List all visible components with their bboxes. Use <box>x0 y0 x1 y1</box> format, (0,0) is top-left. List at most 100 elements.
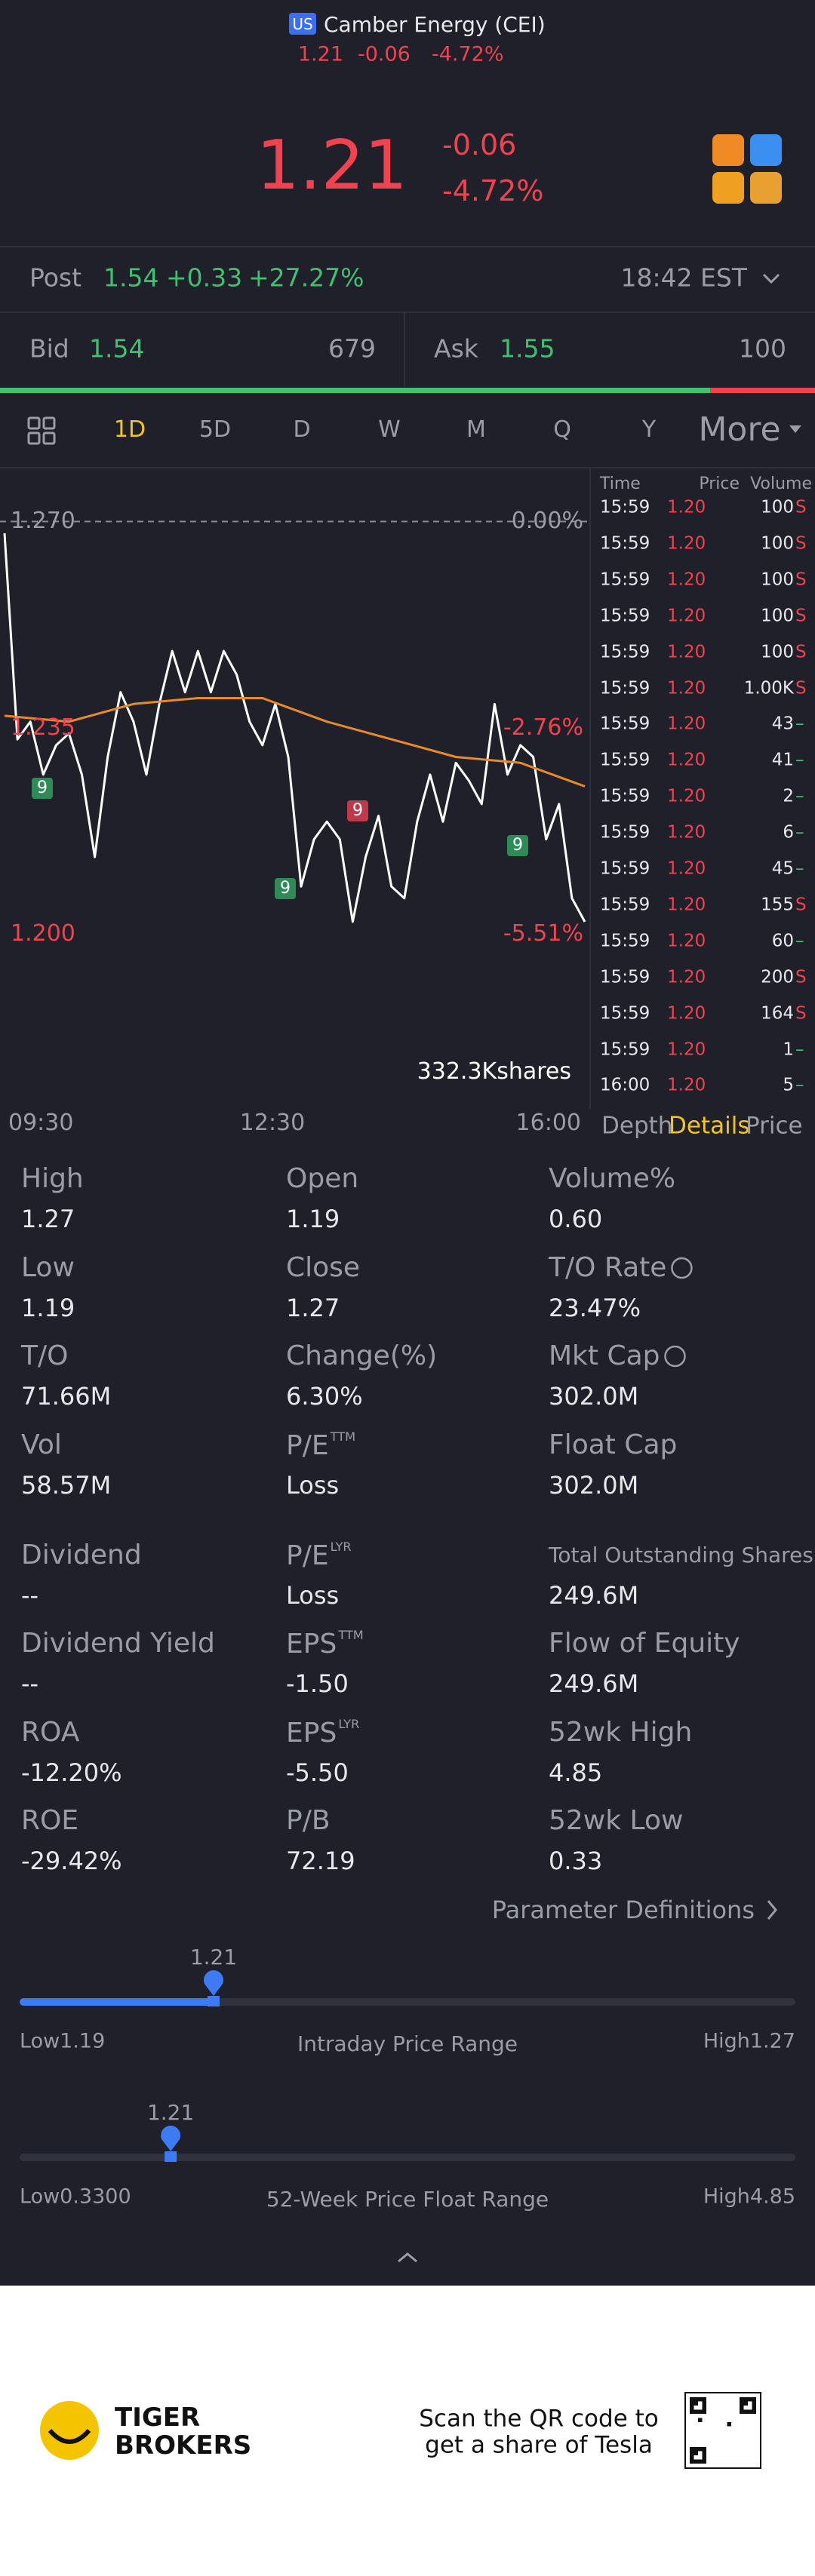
side-tab[interactable]: Price <box>746 1112 803 1140</box>
qr-cell <box>743 2409 748 2414</box>
qr-cell <box>698 2397 703 2402</box>
range-pin <box>161 2126 181 2151</box>
qr-cell <box>694 2397 698 2402</box>
post-price: 1.54 <box>103 263 159 293</box>
trade-side: S <box>795 678 807 698</box>
icon <box>750 134 782 166</box>
icon <box>750 172 782 204</box>
trade-side: – <box>795 750 804 770</box>
chevron[interactable] <box>767 1900 777 1920</box>
qr-cell <box>702 2451 706 2455</box>
trade-time: 15:59 <box>600 786 650 806</box>
qr-cell <box>743 2401 748 2406</box>
qr-cell <box>752 2406 756 2410</box>
trade-time: 15:59 <box>600 642 650 662</box>
signal-label: 9 <box>37 778 48 797</box>
qr-cell <box>698 2447 703 2452</box>
qr-cell <box>702 2455 706 2460</box>
tab[interactable]: 1D <box>113 416 146 443</box>
tab[interactable]: W <box>378 416 401 443</box>
qr-cell <box>702 2401 706 2406</box>
trade-side: – <box>795 1075 804 1095</box>
stock-name: Camber Energy (CEI) <box>324 12 546 37</box>
detail-label: Total Outstanding Shares <box>549 1543 813 1567</box>
header-change: -0.06 <box>358 42 411 66</box>
tab[interactable]: Y <box>641 416 657 443</box>
tab[interactable]: More <box>698 410 781 449</box>
trade-volume: 100 <box>761 497 794 517</box>
grid-icon[interactable] <box>27 416 56 445</box>
qr-cell <box>740 2397 744 2402</box>
detail-value: -29.42% <box>21 1847 122 1875</box>
detail-label: Close <box>286 1252 361 1283</box>
x-tick-label: 12:30 <box>239 1110 306 1136</box>
range-high: 4.85 <box>749 2185 795 2209</box>
dropdown[interactable] <box>789 425 801 433</box>
chevron[interactable] <box>762 273 780 284</box>
info-icon <box>664 1345 686 1368</box>
qr-cell <box>690 2397 694 2402</box>
collapse[interactable] <box>398 2252 417 2263</box>
label-sup: LYR <box>338 1717 360 1732</box>
trade-time: 15:59 <box>600 533 650 554</box>
detail-value: 249.6M <box>549 1581 639 1610</box>
detail-value: -12.20% <box>21 1758 122 1787</box>
range-high-text: High <box>703 2029 750 2053</box>
trade-price: 1.20 <box>667 533 706 554</box>
detail-value: 1.19 <box>21 1294 75 1322</box>
trade-time: 15:59 <box>600 858 650 879</box>
tab[interactable]: Q <box>553 416 571 443</box>
param-link[interactable]: Parameter Definitions <box>491 1896 755 1924</box>
logo <box>40 2401 99 2460</box>
trade-time: 15:59 <box>600 822 650 843</box>
qr-cell <box>702 2409 706 2414</box>
label-sup: TTM <box>330 1429 356 1445</box>
detail-label: Dividend <box>21 1540 142 1570</box>
range-low-text: Low <box>20 2029 60 2053</box>
bid-price: 1.54 <box>89 333 145 364</box>
detail-value: -- <box>21 1669 39 1698</box>
trade-volume: 155 <box>761 895 794 915</box>
range-pin <box>204 1970 223 1996</box>
side-tab[interactable]: Details <box>669 1112 750 1140</box>
y2-tick-label: 0.00% <box>511 508 583 535</box>
range-title: Intraday Price Range <box>297 2031 518 2056</box>
qr-cell <box>690 2451 694 2455</box>
trade-time: 15:59 <box>600 1039 650 1059</box>
detail-label: Vol <box>21 1429 62 1460</box>
range-track <box>20 2154 795 2161</box>
detail-value: Loss <box>286 1471 340 1500</box>
qr-cell <box>690 2455 694 2460</box>
detail-label: ROE <box>21 1805 79 1836</box>
tab[interactable]: D <box>293 416 311 443</box>
side-tab[interactable]: Depth <box>601 1112 673 1140</box>
trade-price: 1.20 <box>667 714 706 734</box>
range-current: 1.21 <box>189 1945 238 1970</box>
tab[interactable]: M <box>466 416 486 443</box>
bid-bar <box>0 388 711 393</box>
range-current: 1.21 <box>146 2100 195 2125</box>
detail-value: -5.50 <box>286 1758 349 1787</box>
trade-side: – <box>795 1039 804 1059</box>
qr-cell <box>694 2409 698 2414</box>
signal-marker <box>275 878 296 899</box>
trade-time: 15:59 <box>600 678 650 698</box>
range-high: 1.27 <box>749 2029 795 2053</box>
trade-time: 15:59 <box>600 714 650 734</box>
ask-bar <box>710 388 815 393</box>
trade-volume: 5 <box>783 1075 794 1095</box>
y-tick-label: 1.270 <box>11 508 75 535</box>
tab[interactable]: 5D <box>198 416 232 443</box>
detail-value: 302.0M <box>549 1382 639 1411</box>
trade-volume: 100 <box>761 570 794 590</box>
ask-label: Ask <box>434 333 478 364</box>
range-base <box>208 1996 220 2006</box>
trade-time: 16:00 <box>600 1075 650 1095</box>
trade-side: S <box>795 967 807 987</box>
signal-label: 9 <box>512 836 523 855</box>
trade-header: Volume <box>750 474 812 493</box>
range-base <box>165 2151 177 2162</box>
detail-value: -- <box>21 1581 39 1610</box>
qr-cell <box>702 2459 706 2464</box>
